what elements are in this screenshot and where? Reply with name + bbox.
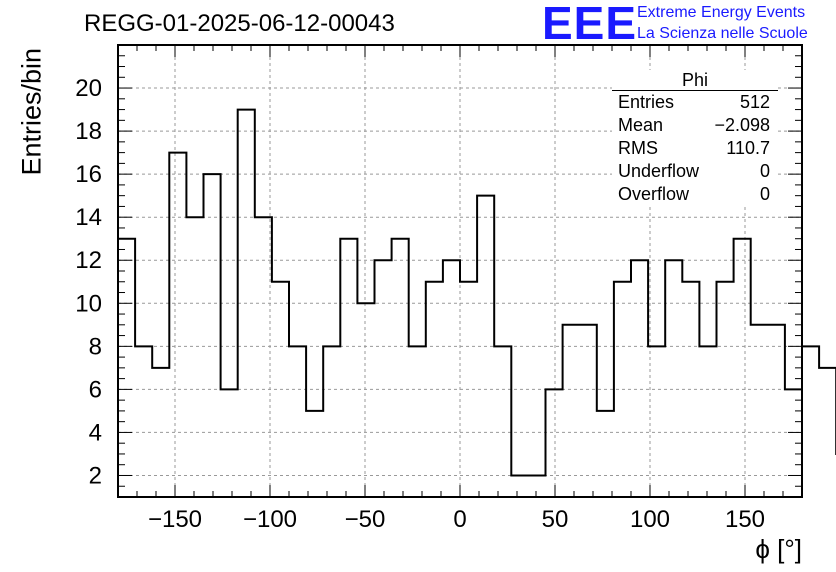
y-tick-label: 4 [89,419,102,446]
stats-box: Phi Entries 512 Mean −2.098 RMS 110.7 Un… [612,70,778,206]
histogram-bin [289,346,306,497]
histogram-bin [392,239,409,497]
histogram-bin [528,475,545,497]
x-tick-label: −100 [243,506,297,533]
histogram-bin [563,325,580,497]
histogram-bin [665,260,682,497]
x-tick-label: 100 [630,506,670,533]
x-tick-label: 150 [725,506,765,533]
histogram-bin [648,346,665,497]
y-tick-label: 10 [75,290,102,317]
y-tick-label: 6 [89,376,102,403]
x-tick-label: 50 [542,506,569,533]
histogram-bin [186,217,203,497]
stats-label: Overflow [618,184,690,204]
x-axis-label: ϕ [°] [755,534,802,564]
histogram-bin [340,239,357,497]
stats-row-overflow: Overflow 0 [612,183,778,206]
stats-row-underflow: Underflow 0 [612,160,778,183]
histogram-bin [477,196,494,497]
logo-line-2: La Scienza nelle Scuole [637,25,808,42]
stats-value: −2.098 [714,115,770,135]
stats-label: Underflow [618,161,700,181]
histogram-bin [306,411,323,497]
y-tick-label: 2 [89,462,102,489]
stats-title: Phi [612,70,778,91]
stats-value: 110.7 [726,138,770,158]
histogram-bin [238,110,255,497]
stats-label: RMS [618,138,658,158]
x-tick-label: −50 [345,506,386,533]
histogram-bin [580,325,597,497]
y-tick-label: 20 [75,75,102,102]
histogram-bin [135,346,152,497]
x-tick-label: 0 [453,506,466,533]
histogram-bin [614,282,631,497]
y-tick-label: 18 [75,118,102,145]
histogram-series [118,108,836,477]
histogram-bin [375,260,392,497]
y-tick-label: 16 [75,161,102,188]
histogram-bin [426,282,443,497]
histogram-bin [631,260,648,497]
histogram-bin [272,282,289,497]
histogram-bin [734,239,751,497]
chart-title: REGG-01-2025-06-12-00043 [84,10,395,37]
histogram-bin [768,325,785,497]
stats-row-rms: RMS 110.7 [612,137,778,160]
histogram-bin [443,260,460,497]
stats-value: 0 [759,184,770,204]
stats-row-entries: Entries 512 [612,91,778,114]
y-tick-label: 14 [75,204,102,231]
histogram-bin [494,346,511,497]
stats-value: 0 [759,161,770,181]
stats-value: 512 [739,92,770,112]
y-tick-label: 8 [89,333,102,360]
histogram-bin [802,346,819,497]
histogram-bin [460,282,477,497]
stats-label: Entries [618,92,675,112]
histogram-bin [409,346,426,497]
histogram-bin [717,282,734,497]
histogram-bin [546,389,563,497]
histogram-bin [819,368,836,497]
histogram-bin [597,411,614,497]
histogram-bin [204,174,221,497]
histogram-bin [511,475,528,497]
y-tick-label: 12 [75,247,102,274]
stats-row-mean: Mean −2.098 [612,114,778,137]
logo-line-1: Extreme Energy Events [637,4,806,21]
histogram-bin [357,303,374,497]
x-tick-label: −150 [148,506,202,533]
histogram-bin [255,217,272,497]
histogram-bin [169,153,186,497]
histogram-bin [152,368,169,497]
stats-label: Mean [618,115,664,135]
eee-logo: EEE [542,0,638,49]
histogram-bin [751,325,768,497]
histogram-bin [682,282,699,497]
histogram-bin [699,346,716,497]
histogram-bin [221,389,238,497]
histogram-bin [323,346,340,497]
y-axis-label: Entries/bin [16,47,47,176]
